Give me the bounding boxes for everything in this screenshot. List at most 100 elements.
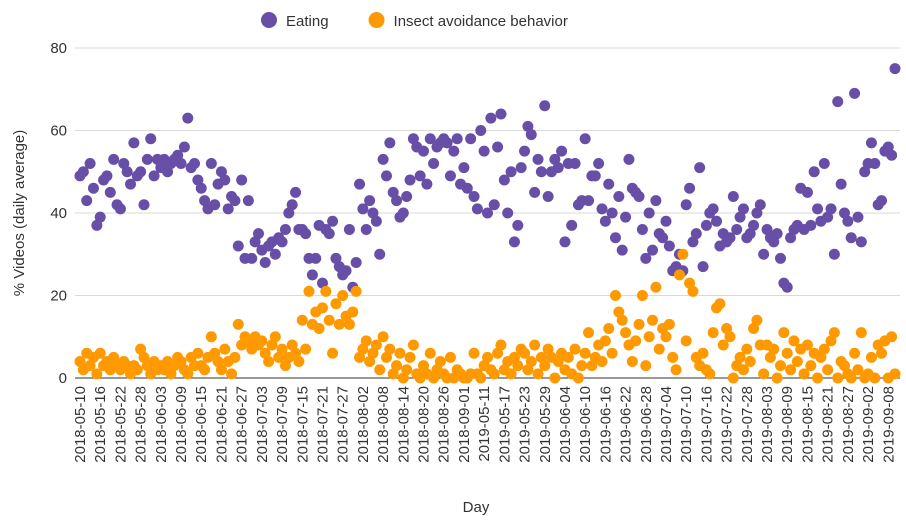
point [855, 327, 867, 339]
point [845, 232, 857, 244]
x-tick-label: 2018-07-21 [314, 386, 331, 463]
point [377, 153, 389, 165]
point [751, 207, 763, 219]
point [286, 339, 298, 351]
point [350, 285, 362, 297]
point [801, 339, 813, 351]
point [529, 186, 541, 198]
point [286, 199, 298, 211]
point [721, 323, 733, 334]
point [818, 158, 830, 169]
point [118, 158, 130, 169]
point [407, 133, 419, 145]
point [768, 236, 780, 248]
point [87, 182, 99, 194]
point [842, 215, 854, 227]
point [141, 153, 153, 165]
point [704, 368, 716, 380]
point [670, 364, 682, 376]
x-tick-label: 2018-07-27 [335, 386, 352, 463]
point [653, 343, 665, 355]
point [384, 343, 396, 355]
point [323, 314, 335, 326]
point [717, 339, 729, 351]
point [367, 347, 379, 359]
point [387, 186, 399, 198]
point [465, 133, 477, 145]
point [414, 170, 426, 182]
point [94, 211, 106, 223]
point [687, 236, 699, 248]
point [192, 347, 204, 359]
point [327, 215, 339, 227]
point [391, 195, 403, 207]
point [684, 182, 696, 194]
point [744, 228, 756, 240]
point [734, 211, 746, 223]
point [727, 372, 739, 384]
point [394, 347, 406, 359]
point [84, 360, 96, 372]
point [522, 364, 534, 376]
point [273, 351, 285, 363]
point [613, 306, 625, 318]
point [337, 290, 349, 301]
point [751, 314, 763, 326]
point [838, 360, 850, 372]
point [741, 343, 753, 355]
point [643, 207, 655, 219]
point [367, 207, 379, 219]
point [768, 343, 780, 355]
point [256, 335, 268, 347]
x-tick-label: 2019-08-27 [840, 386, 857, 463]
point [495, 339, 507, 351]
point [384, 137, 396, 149]
point [424, 133, 436, 145]
point [603, 323, 615, 334]
point [785, 232, 797, 244]
point [822, 211, 834, 223]
point [522, 120, 534, 132]
point [737, 364, 749, 376]
point [606, 347, 618, 359]
point [138, 199, 150, 211]
point [761, 224, 773, 235]
point [512, 360, 524, 372]
point [444, 351, 456, 363]
point [609, 232, 621, 244]
x-tick-label: 2018-06-03 [153, 386, 170, 463]
point [236, 174, 248, 186]
point [758, 368, 770, 380]
x-tick-label: 2018-06-21 [213, 386, 230, 463]
point [502, 207, 514, 219]
point [259, 347, 271, 359]
point [125, 178, 137, 190]
x-tick-label: 2019-07-04 [658, 386, 675, 463]
point [343, 224, 355, 235]
point [327, 347, 339, 359]
point [209, 199, 221, 211]
point [684, 277, 696, 289]
x-tick-label: 2018-05-16 [92, 386, 109, 463]
point [162, 166, 174, 178]
point [252, 228, 264, 240]
point [482, 207, 493, 219]
point [680, 199, 692, 211]
point [175, 356, 187, 367]
x-tick-label: 2019-09-08 [880, 386, 897, 463]
point [849, 87, 861, 99]
point [192, 174, 204, 186]
point [727, 191, 739, 202]
legend-label: Insect avoidance behavior [394, 13, 568, 30]
point [249, 236, 261, 248]
point [519, 145, 531, 157]
point [835, 178, 847, 190]
point [697, 261, 709, 273]
point [647, 314, 659, 326]
point [303, 285, 315, 297]
point [599, 335, 611, 347]
point [697, 347, 709, 359]
point [734, 351, 746, 363]
point [283, 207, 295, 219]
